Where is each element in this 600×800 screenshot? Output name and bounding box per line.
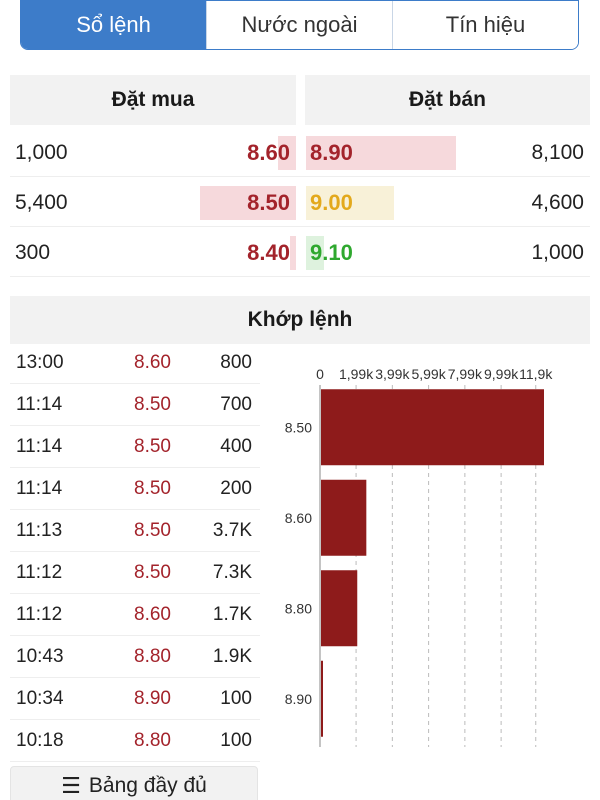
trade-row: 10:18 8.80 100 bbox=[10, 720, 260, 762]
trade-time: 10:18 bbox=[16, 730, 64, 751]
trade-row: 11:13 8.50 3.7K bbox=[10, 510, 260, 552]
trade-time: 11:14 bbox=[16, 394, 63, 415]
trade-time: 11:14 bbox=[16, 478, 63, 499]
chart-bar bbox=[321, 389, 544, 466]
chart-category-label: 8.60 bbox=[285, 510, 312, 526]
sell-volume-bar bbox=[306, 136, 456, 170]
chart-category-label: 8.80 bbox=[285, 600, 312, 616]
sell-volume: 8,100 bbox=[531, 141, 584, 164]
volume-by-price-svg: 0 1,99k 3,99k 5,99k 7,99k 9,99k 11,9k 8.50 8.60 8… bbox=[285, 366, 553, 747]
trade-price: 8.60 bbox=[134, 604, 171, 625]
trade-time: 11:12 bbox=[16, 562, 63, 583]
sell-header: Đặt bán bbox=[305, 75, 590, 125]
trade-row: 11:12 8.50 7.3K bbox=[10, 552, 260, 594]
trade-price: 8.50 bbox=[134, 562, 171, 583]
chart-x-tick-label: 3,99k bbox=[375, 366, 410, 382]
trade-volume: 7.3K bbox=[212, 562, 252, 583]
trade-volume: 100 bbox=[220, 688, 252, 709]
trade-volume: 700 bbox=[220, 394, 252, 415]
matched-orders-header: Khớp lệnh bbox=[10, 296, 590, 344]
trade-row: 11:14 8.50 200 bbox=[10, 468, 260, 510]
trade-row: 11:14 8.50 700 bbox=[10, 384, 260, 426]
trade-price: 8.50 bbox=[134, 436, 171, 457]
tab-foreign[interactable]: Nước ngoài bbox=[206, 1, 392, 49]
buy-volume-bar bbox=[200, 186, 296, 220]
tab-order-book[interactable]: Sổ lệnh bbox=[21, 1, 206, 49]
full-table-label: Bảng đầy đủ bbox=[88, 774, 207, 797]
buy-volume: 300 bbox=[15, 241, 51, 264]
sell-volume-bar bbox=[306, 186, 394, 220]
trade-price: 8.80 bbox=[134, 730, 171, 751]
buy-volume-bar bbox=[290, 236, 296, 270]
trade-time: 10:43 bbox=[16, 646, 64, 667]
chart-bar bbox=[321, 479, 367, 556]
chart-bar bbox=[321, 570, 358, 647]
trade-time: 10:34 bbox=[16, 688, 64, 709]
buy-header: Đặt mua bbox=[10, 75, 296, 125]
trade-price: 8.80 bbox=[134, 646, 171, 667]
tab-bar: Sổ lệnh Nước ngoài Tín hiệu bbox=[20, 0, 579, 50]
trade-volume: 1.7K bbox=[212, 604, 252, 625]
trade-volume: 3.7K bbox=[212, 520, 252, 541]
sell-volume: 4,600 bbox=[531, 191, 584, 214]
trade-volume: 800 bbox=[220, 352, 252, 373]
trade-row: 10:34 8.90 100 bbox=[10, 678, 260, 720]
sell-volume: 1,000 bbox=[531, 241, 584, 264]
buy-volume-bar bbox=[278, 136, 296, 170]
tab-signals[interactable]: Tín hiệu bbox=[392, 1, 578, 49]
trade-row: 11:12 8.60 1.7K bbox=[10, 594, 260, 636]
trade-volume: 1.9K bbox=[212, 646, 252, 667]
chart-category-label: 8.90 bbox=[285, 691, 312, 707]
buy-price[interactable]: 8.60 bbox=[247, 140, 290, 165]
trade-volume: 100 bbox=[220, 730, 252, 751]
sell-price[interactable]: 9.10 bbox=[310, 240, 353, 265]
trade-volume: 200 bbox=[220, 478, 252, 499]
full-table-button[interactable]: ☰ Bảng đầy đủ bbox=[10, 766, 258, 800]
chart-x-tick-label: 1,99k bbox=[339, 366, 374, 382]
chart-x-tick-label: 7,99k bbox=[448, 366, 483, 382]
chart-x-tick-label: 9,99k bbox=[484, 366, 519, 382]
chart-x-tick-label: 11,9k bbox=[519, 366, 553, 382]
buy-price[interactable]: 8.50 bbox=[247, 190, 290, 215]
trade-time: 11:13 bbox=[16, 520, 63, 541]
trade-price: 8.60 bbox=[134, 352, 171, 373]
buy-volume: 5,400 bbox=[15, 191, 68, 214]
trade-price: 8.90 bbox=[134, 688, 171, 709]
buy-volume: 1,000 bbox=[15, 141, 68, 164]
trade-price: 8.50 bbox=[134, 394, 171, 415]
volume-by-price-chart: 0 1,99k 3,99k 5,99k 7,99k 9,99k 11,9k 8.50 8.60 8… bbox=[268, 355, 588, 755]
trade-time: 11:12 bbox=[16, 604, 63, 625]
trade-time: 13:00 bbox=[16, 352, 64, 373]
trade-row: 11:14 8.50 400 bbox=[10, 426, 260, 468]
trade-row: 10:43 8.80 1.9K bbox=[10, 636, 260, 678]
sell-price[interactable]: 8.90 bbox=[310, 140, 353, 165]
buy-price[interactable]: 8.40 bbox=[247, 240, 290, 265]
chart-category-label: 8.50 bbox=[285, 419, 312, 435]
sell-price[interactable]: 9.00 bbox=[310, 190, 353, 215]
trade-time: 11:14 bbox=[16, 436, 63, 457]
trade-volume: 400 bbox=[220, 436, 252, 457]
chart-x-tick-label: 5,99k bbox=[411, 366, 446, 382]
chart-bar bbox=[321, 660, 323, 737]
order-book-row: 300 8.40 9.10 1,000 bbox=[10, 228, 590, 277]
trade-price: 8.50 bbox=[134, 478, 171, 499]
trade-price: 8.50 bbox=[134, 520, 171, 541]
sell-volume-bar bbox=[306, 236, 324, 270]
trade-row: 13:00 8.60 800 bbox=[10, 342, 260, 384]
chart-x-tick-label: 0 bbox=[316, 366, 324, 382]
list-icon: ☰ bbox=[61, 773, 81, 798]
order-book-row: 5,400 8.50 9.00 4,600 bbox=[10, 178, 590, 227]
order-book-row: 1,000 8.60 8.90 8,100 bbox=[10, 128, 590, 177]
